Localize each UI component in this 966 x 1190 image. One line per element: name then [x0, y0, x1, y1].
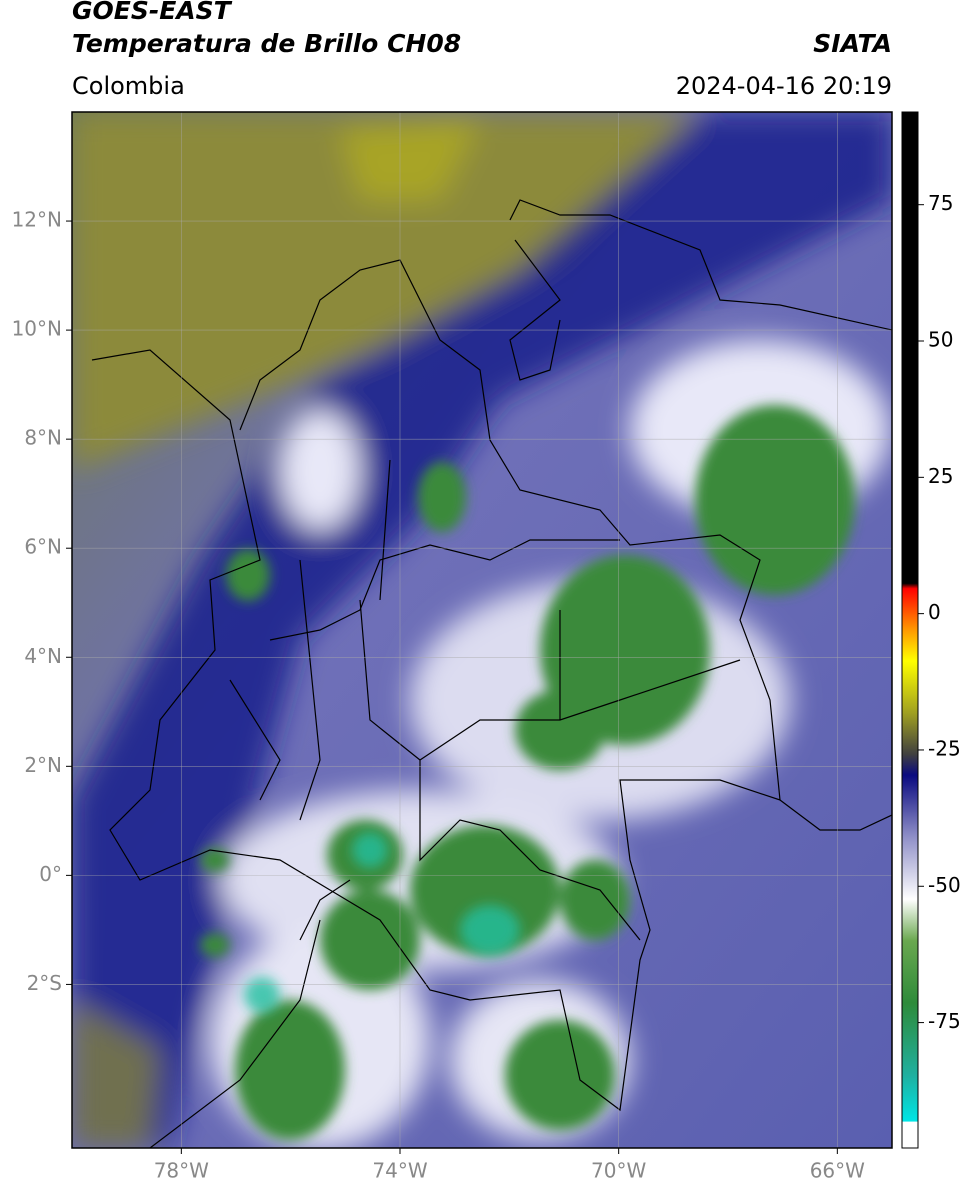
- y-tick-label: 8°N: [24, 426, 62, 450]
- colorbar-tick-label: -50: [928, 873, 961, 897]
- region: Colombia: [72, 72, 185, 100]
- x-tick-label: 70°W: [591, 1159, 646, 1183]
- y-tick-label: 12°N: [12, 208, 62, 232]
- map-frame: [71, 111, 893, 1149]
- x-tick-label: 74°W: [372, 1159, 427, 1183]
- subtitle: Temperatura de Brillo CH08: [72, 29, 461, 58]
- x-tick-label: 78°W: [154, 1159, 209, 1183]
- borders: [91, 199, 892, 1148]
- colorbar: [901, 111, 919, 1149]
- y-tick-label: 10°N: [12, 317, 62, 341]
- colorbar-tick-label: 0: [928, 600, 941, 624]
- colorbar-tick-label: 75: [928, 191, 953, 215]
- x-tick-label: 66°W: [810, 1159, 865, 1183]
- y-tick-label: 0°: [39, 862, 62, 886]
- y-tick-label: 2°N: [24, 753, 62, 777]
- colorbar-tick-label: 25: [928, 464, 953, 488]
- source: SIATA: [813, 29, 892, 58]
- y-tick-label: 4°N: [24, 644, 62, 668]
- satellite-image: [72, 112, 892, 1148]
- y-tick-label: 2°S: [27, 971, 62, 995]
- title: GOES-EAST: [72, 0, 233, 25]
- colorbar-tick-label: -75: [928, 1009, 961, 1033]
- grid: [72, 112, 892, 1148]
- y-tick-label: 6°N: [24, 535, 62, 559]
- colorbar-tick-label: 50: [928, 328, 953, 352]
- colorbar-tick-label: -25: [928, 736, 961, 760]
- datetime: 2024-04-16 20:19: [676, 72, 892, 100]
